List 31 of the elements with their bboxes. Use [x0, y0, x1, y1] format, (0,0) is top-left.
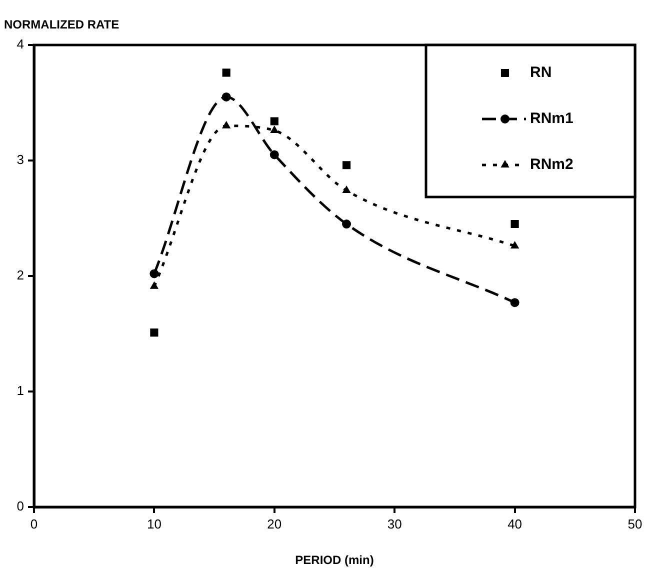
point	[342, 220, 352, 229]
y-axis-title: NORMALIZED RATE	[4, 17, 120, 32]
point	[342, 161, 351, 170]
y-tick-label: 2	[16, 268, 24, 283]
legend-label: RNm2	[530, 156, 574, 174]
point	[270, 117, 278, 126]
x-tick-label: 30	[387, 516, 402, 532]
y-tick-label: 4	[16, 36, 24, 52]
point	[222, 68, 230, 77]
point	[270, 150, 279, 160]
y-tick-label: 1	[16, 383, 24, 398]
point	[222, 92, 231, 102]
point	[510, 241, 519, 248]
y-tick-label: 0	[16, 498, 24, 514]
x-tick-label: 10	[146, 516, 162, 532]
point	[510, 220, 519, 228]
legend-label: RN	[530, 64, 552, 82]
x-axis-title: PERIOD (min)	[295, 553, 374, 568]
point	[510, 298, 520, 308]
point	[150, 328, 158, 337]
legend-label: RNm1	[530, 110, 574, 128]
y-tick-label: 3	[16, 152, 24, 168]
point	[150, 269, 159, 278]
x-tick-label: 40	[508, 516, 522, 532]
point	[270, 126, 278, 133]
x-tick-label: 50	[628, 516, 642, 532]
point	[222, 121, 230, 128]
x-tick-label: 20	[267, 516, 282, 532]
point	[150, 282, 158, 289]
x-tick-label: 0	[30, 516, 38, 532]
point	[342, 186, 350, 194]
